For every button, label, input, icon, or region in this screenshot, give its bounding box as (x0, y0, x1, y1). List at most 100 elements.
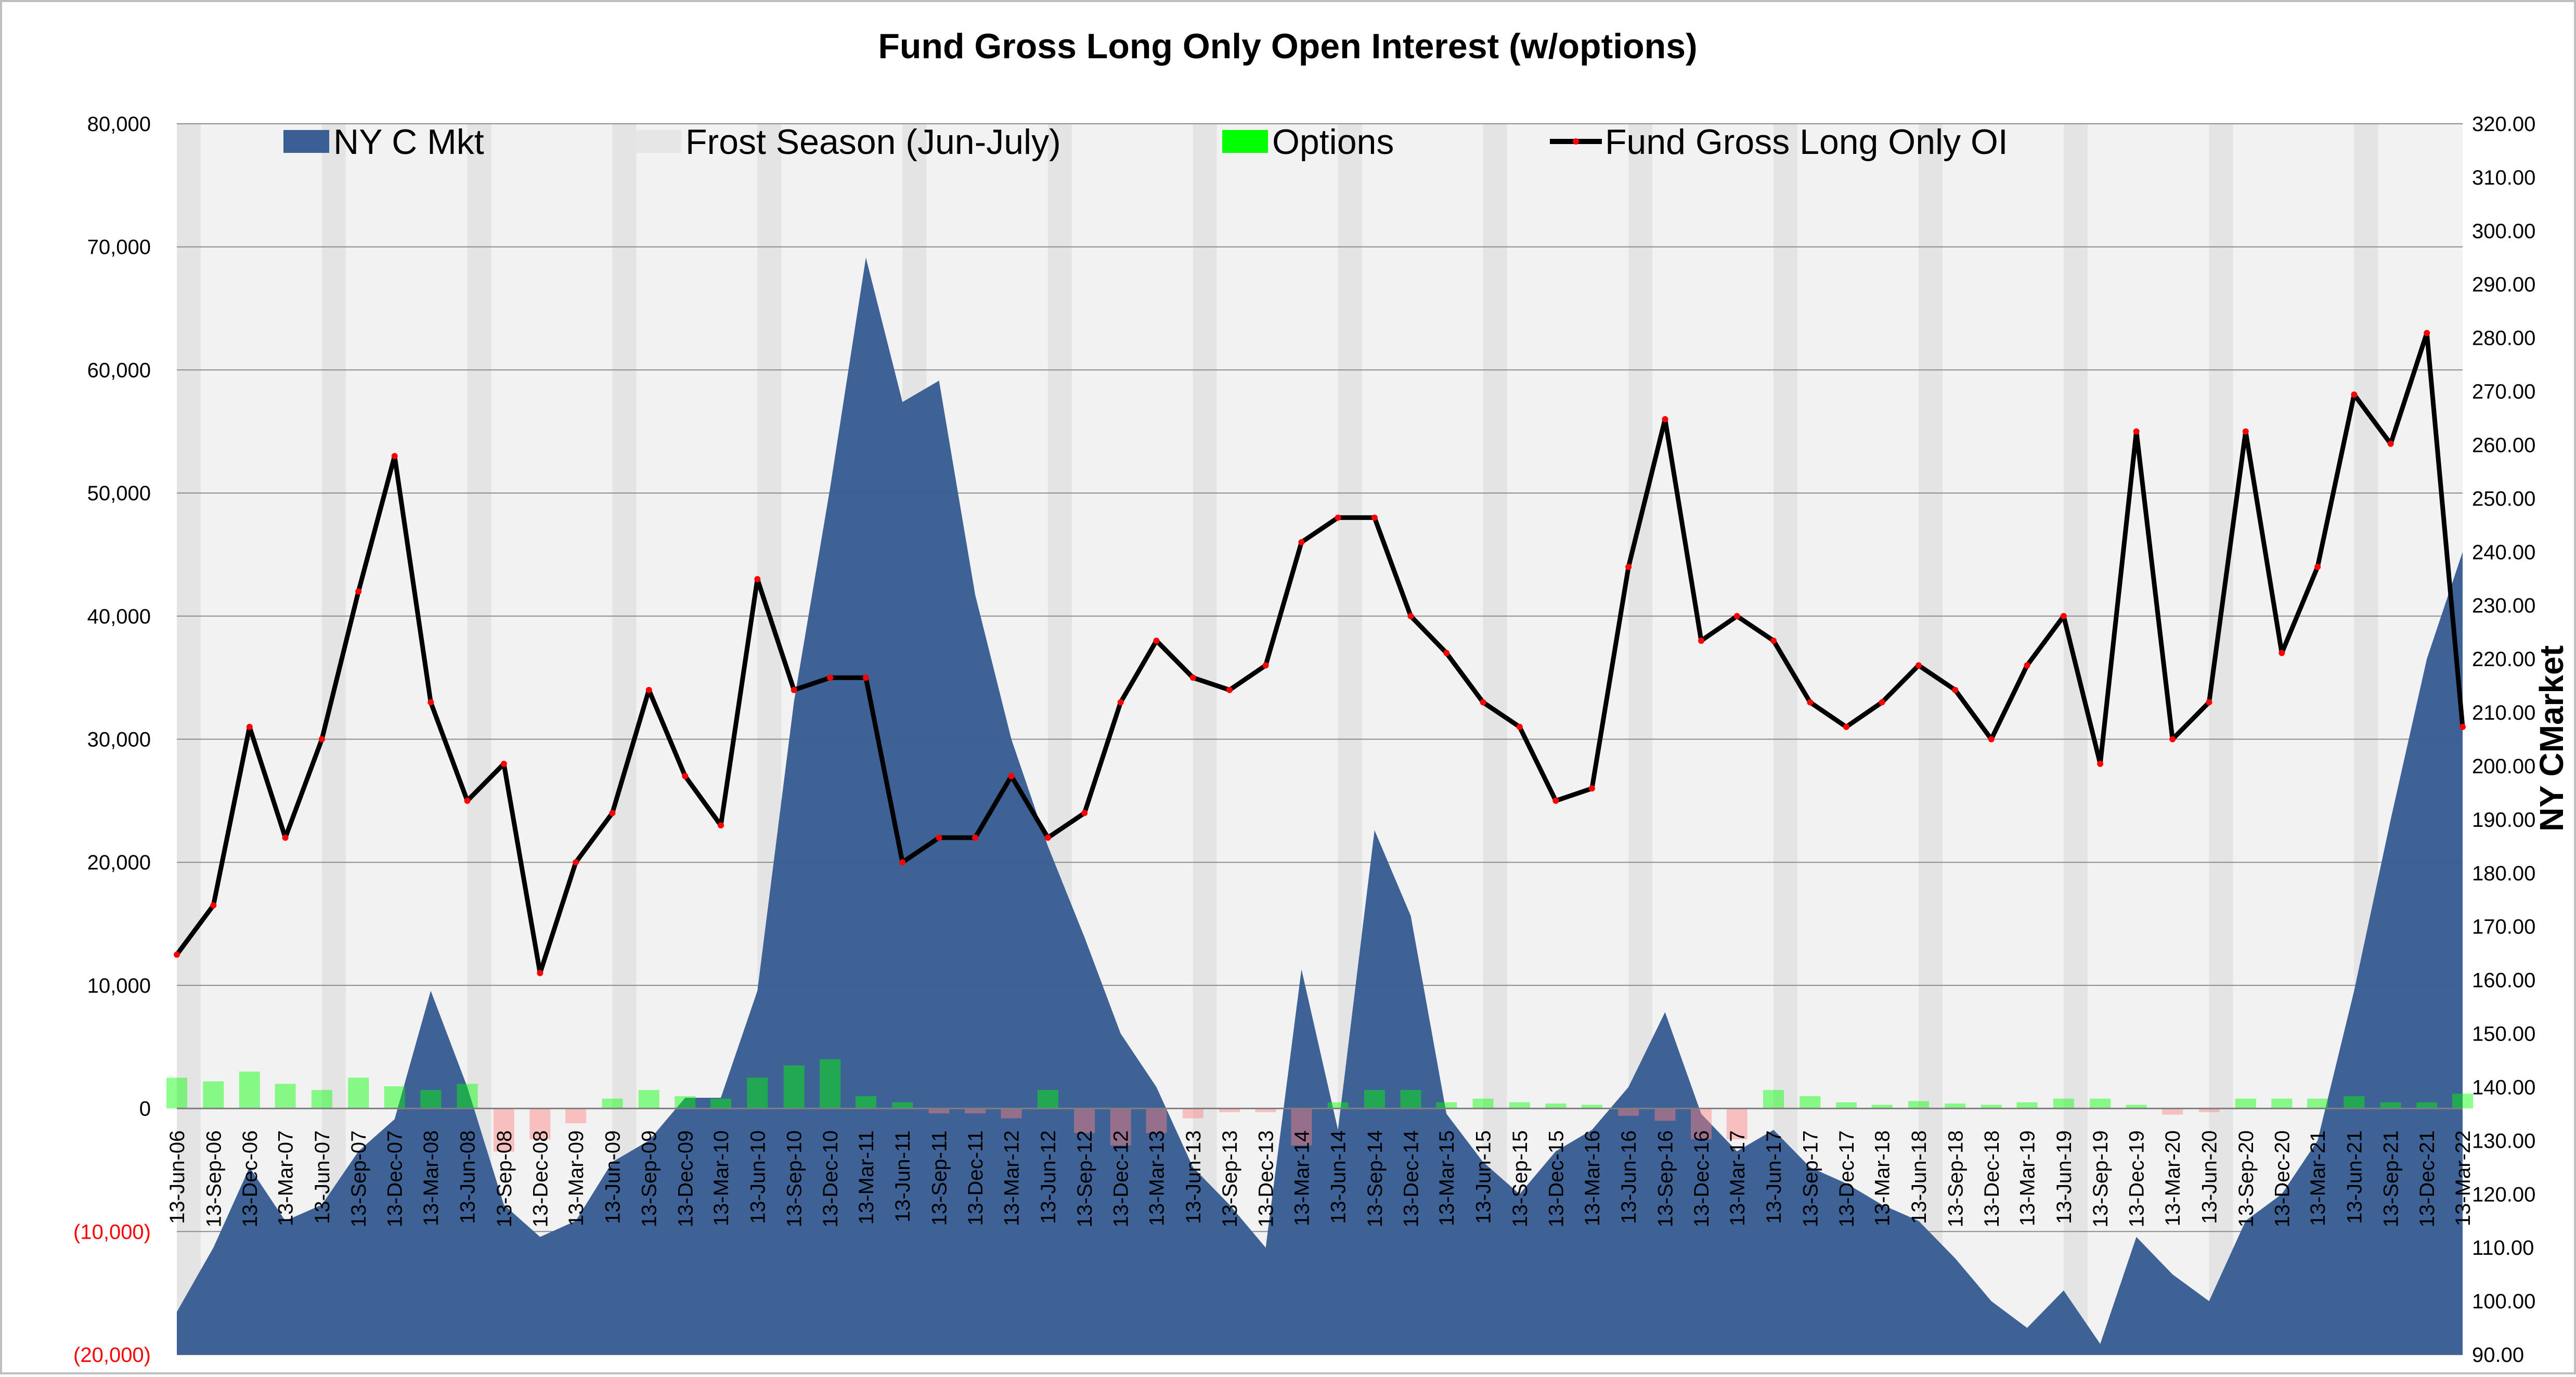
x-tick-label: 13-Sep-13 (1219, 1131, 1241, 1228)
fund-oi-point (2242, 428, 2249, 435)
x-tick-label: 13-Mar-16 (1581, 1131, 1604, 1227)
fund-oi-point (537, 970, 543, 977)
fund-oi-point (464, 797, 471, 804)
x-tick-label: 13-Mar-21 (2307, 1131, 2329, 1227)
ny-c-mkt-area-shape (177, 257, 2463, 1355)
options-bar (1800, 1096, 1821, 1109)
x-tick-label: 13-Dec-18 (1980, 1131, 2003, 1228)
options-bar (1871, 1105, 1893, 1109)
fund-oi-point (1335, 514, 1341, 521)
x-tick-label: 13-Sep-16 (1654, 1131, 1677, 1228)
fund-oi-point (2424, 330, 2430, 336)
y2-tick-label: 270.00 (2472, 381, 2535, 404)
x-tick-label: 13-Mar-18 (1871, 1131, 1894, 1227)
x-tick-label: 13-Mar-19 (2016, 1131, 2039, 1227)
fund-oi-point (2169, 736, 2176, 743)
fund-oi-point (754, 576, 761, 582)
fund-oi-point (1153, 638, 1160, 644)
fund-oi-point (1552, 797, 1559, 804)
x-tick-label: 13-Mar-08 (420, 1131, 443, 1227)
options-bar (602, 1098, 623, 1109)
fund-oi-point (936, 834, 942, 841)
options-bar (1146, 1108, 1167, 1133)
fund-oi-point (2206, 699, 2212, 706)
y2-tick-label: 110.00 (2472, 1237, 2534, 1259)
x-tick-label: 13-Mar-20 (2161, 1131, 2184, 1227)
fund-oi-point (573, 859, 579, 866)
options-bar (1219, 1108, 1240, 1112)
y2-tick-label: 250.00 (2472, 487, 2535, 510)
options-bar (2416, 1102, 2438, 1109)
y-tick-label: 70,000 (87, 236, 151, 259)
y2-tick-label: 140.00 (2472, 1076, 2535, 1099)
x-tick-label: 13-Mar-14 (1290, 1131, 1313, 1227)
fund-oi-point (1807, 699, 1814, 706)
options-bar (1001, 1108, 1022, 1119)
options-bar (166, 1077, 187, 1109)
options-bar (783, 1065, 805, 1109)
y2-tick-label: 260.00 (2472, 434, 2535, 457)
options-bar (820, 1059, 841, 1109)
y2-tick-label: 290.00 (2472, 274, 2535, 296)
x-tick-label: 13-Mar-11 (855, 1131, 878, 1225)
options-bar (1908, 1101, 1929, 1109)
options-bar (2016, 1102, 2038, 1109)
chart-title: Fund Gross Long Only Open Interest (w/op… (878, 27, 1697, 66)
x-tick-label: 13-Sep-12 (1073, 1131, 1096, 1228)
fund-oi-point (1189, 674, 1196, 681)
fund-oi-point (1081, 810, 1088, 816)
options-bar (2271, 1098, 2293, 1109)
legend: NY C Mkt Frost Season (Jun-July) Options Fu… (283, 122, 2008, 162)
x-tick-label: 13-Jun-19 (2053, 1131, 2076, 1224)
options-bar (2198, 1108, 2220, 1112)
fund-oi-point (1516, 723, 1523, 730)
options-bar (1618, 1108, 1639, 1116)
x-tick-label: 13-Jun-20 (2198, 1131, 2221, 1224)
x-tick-label: 13-Sep-07 (347, 1131, 370, 1228)
options-bar (420, 1090, 442, 1109)
options-bar (1945, 1103, 1966, 1109)
options-bar (203, 1081, 224, 1109)
fund-oi-point (318, 736, 325, 743)
fund-oi-point (2060, 613, 2067, 619)
y-tick-label: 80,000 (87, 113, 151, 136)
options-bar (2235, 1098, 2256, 1109)
y-tick-label: 20,000 (87, 851, 151, 874)
x-tick-label: 13-Sep-19 (2089, 1131, 2112, 1228)
y2-tick-label: 230.00 (2472, 594, 2535, 617)
fund-oi-point (1443, 649, 1450, 656)
y2-tick-label: 240.00 (2472, 541, 2535, 564)
options-bar (2126, 1105, 2147, 1109)
x-tick-label: 13-Sep-15 (1509, 1131, 1532, 1228)
x-tick-label: 13-Dec-15 (1545, 1131, 1568, 1228)
left-axis-ticks: 80,000 70,000 60,000 50,000 40,000 30,000 20,0… (73, 113, 151, 1367)
x-tick-label: 13-Dec-08 (529, 1131, 552, 1228)
fund-oi-point (972, 834, 979, 841)
x-tick-label: 13-Sep-10 (783, 1131, 806, 1228)
fund-oi-point (1480, 699, 1486, 706)
legend-marker (1573, 138, 1579, 145)
options-bar (493, 1108, 514, 1152)
x-tick-label: 13-Jun-17 (1763, 1131, 1785, 1224)
fund-oi-point (174, 951, 180, 958)
options-bar (565, 1108, 587, 1124)
y2-tick-label: 120.00 (2472, 1183, 2535, 1206)
fund-oi-point (645, 686, 652, 693)
y2-tick-label: 160.00 (2472, 969, 2535, 992)
options-bar (1472, 1098, 1494, 1109)
fund-oi-point (1226, 686, 1233, 693)
right-axis-title: NY CMarket (2533, 645, 2570, 832)
y2-tick-label: 100.00 (2472, 1290, 2535, 1313)
fund-oi-point (1698, 638, 1705, 644)
y2-tick-label: 300.00 (2472, 220, 2535, 243)
x-tick-label: 13-Jun-16 (1617, 1131, 1640, 1224)
fund-oi-point (1952, 686, 1959, 693)
fund-oi-point (428, 699, 434, 706)
options-bar (275, 1084, 296, 1109)
x-tick-label: 13-Mar-09 (565, 1131, 588, 1227)
fund-oi-line (175, 330, 2465, 976)
options-bar (1545, 1103, 1567, 1109)
options-bar (675, 1096, 696, 1109)
legend-label: Options (1272, 122, 1394, 162)
